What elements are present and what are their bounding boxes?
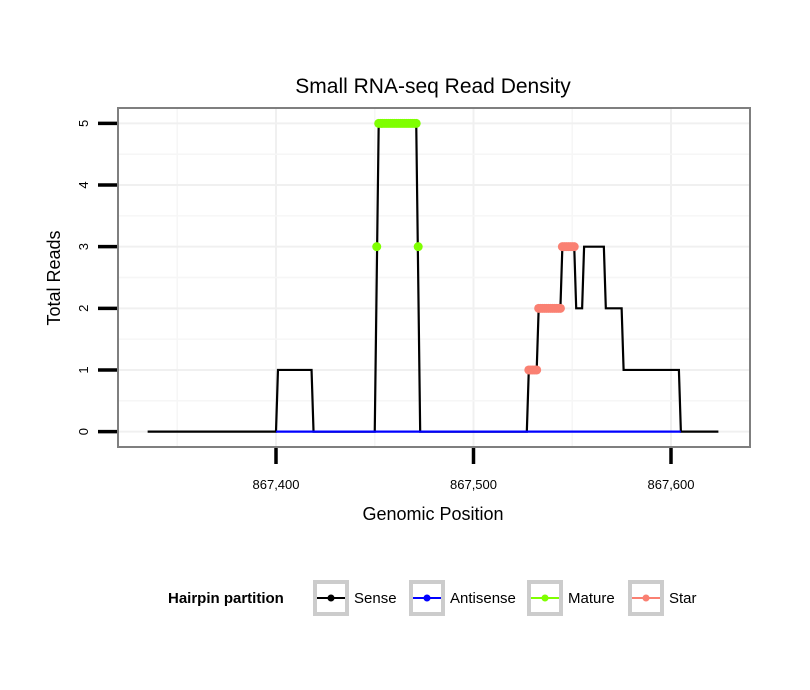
legend-entry-mature: Mature (527, 580, 615, 616)
x-tick-label: 867,600 (648, 477, 695, 492)
point-mature (372, 242, 382, 252)
axes: 867,400 867,500 867,600 0 1 2 3 4 5 (76, 120, 695, 492)
point-mature (413, 242, 423, 252)
legend-entry-sense: Sense (313, 580, 397, 616)
y-tick-label: 3 (76, 243, 91, 250)
plot-series (147, 118, 719, 433)
y-tick-label: 2 (76, 305, 91, 312)
point-star (569, 242, 579, 252)
y-tick-label: 4 (76, 181, 91, 188)
point-star (532, 365, 542, 375)
legend-label: Sense (354, 590, 397, 607)
legend-key-dot (541, 594, 549, 602)
legend-label: Antisense (450, 590, 516, 607)
legend-key-dot (642, 594, 650, 602)
legend-key-dot (327, 594, 335, 602)
point-mature (411, 118, 421, 128)
legend-label: Mature (568, 590, 615, 607)
legend-key-dot (423, 594, 431, 602)
x-tick-label: 867,400 (253, 477, 300, 492)
y-tick-label: 1 (76, 366, 91, 373)
legend: Hairpin partition Sense Antisense Mature St… (168, 580, 697, 616)
y-axis-label: Total Reads (44, 230, 64, 325)
legend-entry-antisense: Antisense (409, 580, 516, 616)
chart-title: Small RNA-seq Read Density (295, 75, 571, 98)
y-tick-label: 0 (76, 428, 91, 435)
legend-entry-star: Star (628, 580, 697, 616)
x-tick-label: 867,500 (450, 477, 497, 492)
legend-title: Hairpin partition (168, 590, 284, 607)
point-star (555, 303, 565, 313)
plot-border (117, 107, 751, 448)
y-tick-label: 5 (76, 120, 91, 127)
x-axis-label: Genomic Position (362, 504, 503, 524)
grid-lines (118, 108, 750, 447)
legend-label: Star (669, 590, 697, 607)
